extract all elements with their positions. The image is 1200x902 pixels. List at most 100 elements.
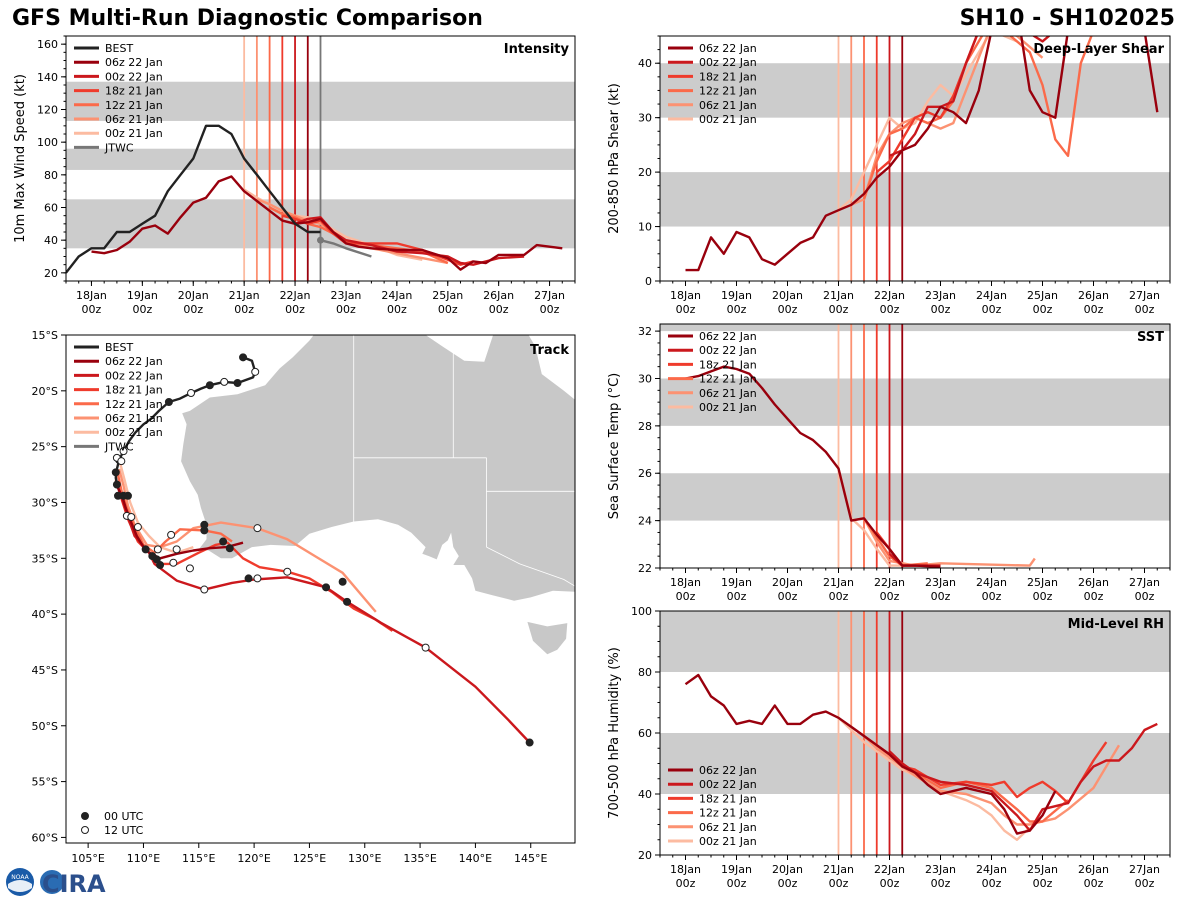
y-tick-label: 45°S xyxy=(32,664,58,677)
track-marker-00utc xyxy=(141,545,150,554)
y-tick-label: 40 xyxy=(638,788,652,801)
x-tick-label: 22Jan xyxy=(874,863,905,876)
x-tick-label: 140°E xyxy=(459,852,492,865)
series-line-06z-21-jan xyxy=(256,198,449,265)
legend-label-00z-21-jan: 00z 21 Jan xyxy=(699,401,757,414)
x-tick-label: 20Jan xyxy=(772,576,803,589)
state-border-6 xyxy=(486,546,575,587)
x-tick-label: 18Jan xyxy=(670,576,701,589)
y-tick-label: 140 xyxy=(37,71,58,84)
x-tick-label: 24Jan xyxy=(976,576,1007,589)
x-tick-label: 00z xyxy=(778,877,798,890)
y-tick-label: 0 xyxy=(645,275,652,288)
track-marker-12utc xyxy=(253,574,262,583)
land-polygon-1 xyxy=(527,621,568,655)
x-tick-label: 26Jan xyxy=(483,289,514,302)
x-tick-label: 00z xyxy=(285,303,305,316)
y-tick-label: 30 xyxy=(638,372,652,385)
x-tick-label: 00z xyxy=(438,303,458,316)
y-axis-label: Sea Surface Temp (°C) xyxy=(607,373,622,520)
marker-legend-label: 00 UTC xyxy=(104,810,144,823)
y-tick-label: 100 xyxy=(631,605,652,618)
x-tick-label: 00z xyxy=(727,877,747,890)
x-tick-label: 00z xyxy=(1135,590,1155,603)
panel-track: 105°E 110°E 115°E 120°E 125°E 130°E 135°E 140°E… xyxy=(32,329,576,865)
legend-label-06z-21-jan: 06z 21 Jan xyxy=(105,412,163,425)
legend-label-06z-21-jan: 06z 21 Jan xyxy=(105,113,163,126)
legend-label-00z-21-jan: 00z 21 Jan xyxy=(105,127,163,140)
series-line-06z-21-jan xyxy=(850,725,1121,826)
series-group xyxy=(685,365,1036,568)
x-tick-label: 00z xyxy=(829,590,849,603)
legend-label-00z-21-jan: 00z 21 Jan xyxy=(105,426,163,439)
y-tick-label: 32 xyxy=(638,325,652,338)
shading-band-0 xyxy=(660,733,1170,794)
track-marker-12utc xyxy=(153,545,162,554)
x-tick-label: 24Jan xyxy=(381,289,412,302)
land-polygon-0 xyxy=(181,335,575,601)
track-marker-12utc xyxy=(251,367,260,376)
track-marker-00utc xyxy=(123,491,132,500)
track-marker-12utc xyxy=(117,457,126,466)
x-tick-label: 00z xyxy=(1135,303,1155,316)
y-tick-label: 28 xyxy=(638,420,652,433)
x-tick-label: 00z xyxy=(489,303,509,316)
x-tick-label: 18Jan xyxy=(76,289,107,302)
y-tick-label: 15°S xyxy=(32,329,58,342)
x-tick-label: 135°E xyxy=(403,852,436,865)
x-tick-label: 25Jan xyxy=(1027,863,1058,876)
x-tick-label: 24Jan xyxy=(976,863,1007,876)
x-tick-label: 23Jan xyxy=(925,289,956,302)
y-tick-label: 30 xyxy=(638,112,652,125)
series-line-00z-22-jan xyxy=(888,722,1158,832)
x-tick-label: 21Jan xyxy=(823,576,854,589)
y-tick-label: 40 xyxy=(638,57,652,70)
x-tick-label: 00z xyxy=(880,303,900,316)
x-tick-label: 25Jan xyxy=(1027,576,1058,589)
x-tick-label: 00z xyxy=(829,303,849,316)
track-marker-00utc xyxy=(338,577,347,586)
x-tick-label: 00z xyxy=(982,590,1002,603)
x-tick-label: 20Jan xyxy=(772,863,803,876)
legend-label-18z-21-jan: 18z 21 Jan xyxy=(105,85,163,98)
legend-label-jtwc: JTWC xyxy=(104,141,134,154)
legend-label-12z-21-jan: 12z 21 Jan xyxy=(699,85,757,98)
y-tick-label: 100 xyxy=(37,136,58,149)
x-tick-label: 00z xyxy=(1084,590,1104,603)
y-axis-label: 10m Max Wind Speed (kt) xyxy=(13,74,28,243)
track-marker-00utc xyxy=(111,468,120,477)
x-tick-label: 110°E xyxy=(127,852,160,865)
track-line-00z-22-jan xyxy=(115,483,531,744)
x-tick-label: 19Jan xyxy=(721,863,752,876)
x-tick-label: 00z xyxy=(1084,303,1104,316)
x-tick-label: 00z xyxy=(132,303,152,316)
x-tick-label: 00z xyxy=(183,303,203,316)
series-line-06z-22-jan xyxy=(685,36,1159,272)
x-tick-label: 21Jan xyxy=(823,863,854,876)
panel-shear: 01020304018Jan00z19Jan00z20Jan00z21Jan00… xyxy=(607,35,1171,316)
y-tick-label: 20°S xyxy=(32,385,58,398)
x-tick-label: 00z xyxy=(1084,877,1104,890)
panel-title: Intensity xyxy=(504,42,570,57)
y-tick-label: 22 xyxy=(638,562,652,575)
x-tick-label: 00z xyxy=(982,877,1002,890)
track-marker-00utc xyxy=(233,379,242,388)
shading-band-2 xyxy=(660,324,1170,332)
track-marker-12utc xyxy=(283,567,292,576)
axes-frame xyxy=(65,334,576,844)
legend-label-18z-21-jan: 18z 21 Jan xyxy=(105,384,163,397)
y-tick-label: 60°S xyxy=(32,831,58,844)
panel-title: SST xyxy=(1137,330,1164,345)
cira-logo-text: CIRA xyxy=(42,870,106,898)
series-line-00z-22-jan xyxy=(294,216,525,266)
legend-label-06z-21-jan: 06z 21 Jan xyxy=(699,387,757,400)
track-marker-12utc xyxy=(253,524,262,533)
y-tick-label: 20 xyxy=(638,166,652,179)
x-tick-label: 26Jan xyxy=(1078,863,1109,876)
x-tick-label: 23Jan xyxy=(330,289,361,302)
x-tick-label: 00z xyxy=(234,303,254,316)
x-tick-label: 18Jan xyxy=(670,863,701,876)
x-tick-label: 00z xyxy=(1033,877,1053,890)
x-tick-label: 19Jan xyxy=(721,576,752,589)
legend-label-best: BEST xyxy=(105,42,133,55)
